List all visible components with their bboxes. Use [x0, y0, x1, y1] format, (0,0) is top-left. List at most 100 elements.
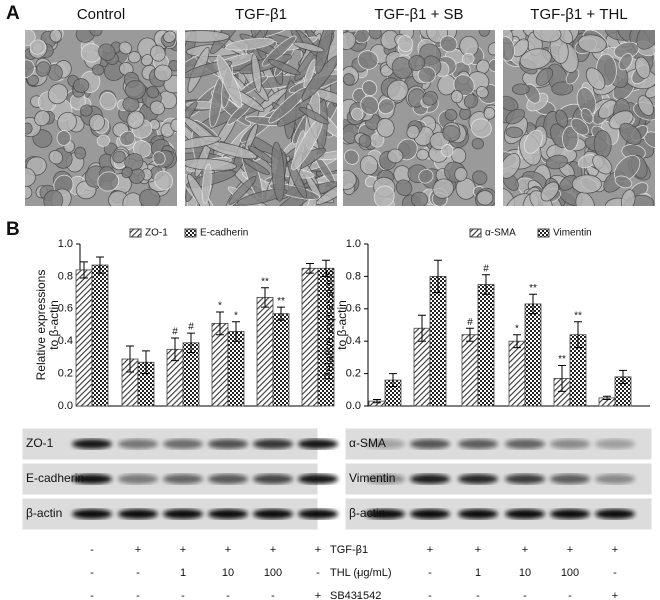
cell: [361, 80, 378, 97]
significance-marker: *: [234, 310, 238, 321]
cell: [410, 191, 429, 206]
treatment-value: +: [612, 544, 618, 556]
cell: [154, 170, 173, 191]
band: [253, 509, 293, 519]
treatment-value: -: [226, 590, 230, 600]
error-bar: [96, 256, 104, 274]
error-bar: [466, 327, 474, 342]
legend-label: Vimentin: [553, 228, 592, 239]
cell: [29, 39, 47, 55]
band: [163, 439, 203, 449]
band: [72, 474, 112, 484]
cell: [299, 106, 330, 125]
cell: [470, 118, 492, 138]
cell: [121, 166, 133, 179]
cell: [25, 122, 33, 135]
treatment-value: +: [315, 544, 321, 556]
significance-marker: #: [172, 327, 178, 338]
band: [298, 509, 338, 519]
cell: [503, 153, 521, 179]
cell: [163, 30, 177, 43]
cell: [57, 111, 77, 133]
cell: [505, 108, 525, 125]
cell: [153, 64, 173, 82]
cell: [34, 110, 51, 127]
cell: [619, 122, 642, 146]
error-bar: [373, 399, 381, 404]
legend-label: ZO-1: [145, 228, 168, 239]
y-tick-label: 0.2: [58, 368, 73, 380]
legend-label: E-cadherin: [200, 228, 248, 239]
band: [72, 509, 112, 519]
cell: [293, 41, 325, 53]
micrograph: [185, 30, 337, 206]
micrograph: [503, 30, 655, 206]
cell: [580, 107, 594, 124]
panel-label: A: [6, 3, 20, 24]
band: [595, 474, 635, 484]
cell: [524, 129, 543, 154]
cell: [56, 130, 71, 146]
bar: [75, 269, 93, 407]
band: [550, 439, 590, 449]
cell: [149, 100, 165, 116]
treatment-value: -: [356, 567, 360, 579]
bar: [227, 331, 245, 407]
significance-marker: #: [483, 263, 489, 274]
treatment-value: 100: [561, 567, 579, 579]
error-bar: [418, 314, 426, 342]
cell: [344, 149, 360, 165]
y-tick-label: 1.0: [58, 238, 73, 250]
cell: [360, 95, 379, 115]
error-bar: [529, 293, 537, 315]
cell: [376, 117, 395, 138]
bar: [256, 297, 274, 407]
bar: [272, 313, 290, 407]
cell: [261, 35, 297, 67]
cell: [503, 95, 519, 112]
band: [365, 474, 405, 484]
error-bar: [80, 261, 88, 279]
cell: [228, 175, 257, 205]
error-bar: [187, 332, 195, 354]
cell: [97, 171, 120, 192]
cell: [585, 67, 606, 91]
treatment-value: -: [136, 590, 140, 600]
cell: [540, 181, 560, 202]
cell: [99, 92, 117, 111]
cell: [251, 53, 262, 93]
cell: [463, 93, 479, 109]
cell: [593, 130, 612, 159]
cell: [96, 134, 110, 147]
cell: [387, 148, 404, 164]
band: [163, 474, 203, 484]
cell: [343, 169, 357, 190]
cell: [503, 36, 515, 62]
cell: [373, 185, 395, 206]
band: [595, 509, 635, 519]
cell: [444, 108, 458, 121]
y-axis-label: to β-actin: [47, 300, 61, 350]
cell: [48, 150, 64, 165]
cell: [49, 30, 62, 43]
cell: [635, 56, 651, 79]
band: [410, 439, 450, 449]
treatment-value: +: [180, 544, 186, 556]
blot-label: Vimentin: [349, 471, 395, 485]
blot-label: α-SMA: [349, 436, 386, 450]
cell: [512, 38, 530, 58]
cell: [519, 48, 552, 70]
cell: [636, 30, 655, 50]
band: [208, 439, 248, 449]
error-bar: [216, 311, 224, 336]
cell: [571, 174, 603, 194]
cell: [119, 130, 136, 146]
cell: [25, 167, 36, 187]
treatment-value: -: [356, 590, 360, 600]
cell: [271, 141, 285, 202]
band: [505, 509, 545, 519]
treatment-value: +: [225, 544, 231, 556]
panel-label: B: [6, 219, 20, 240]
cell: [25, 59, 35, 78]
cell: [511, 83, 530, 95]
